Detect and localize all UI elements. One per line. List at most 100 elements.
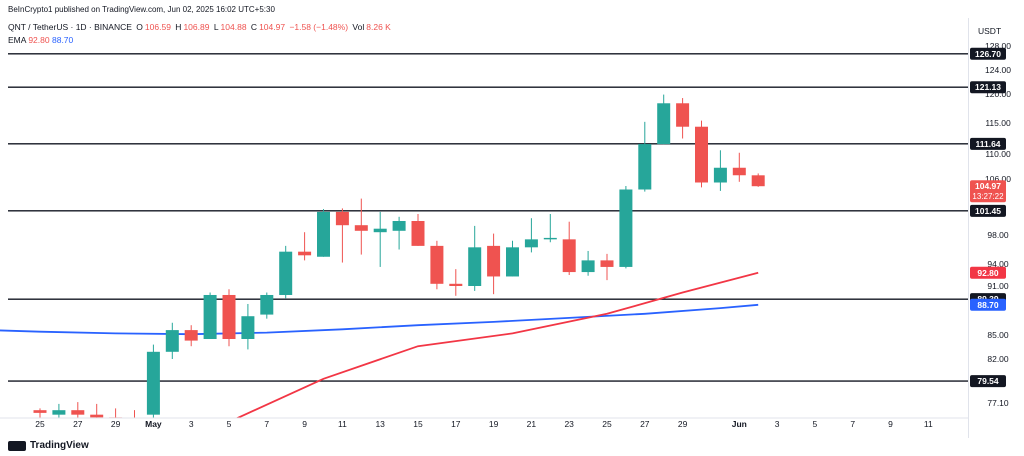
y-tick-label: 110.00 bbox=[985, 149, 1011, 159]
candle-body[interactable] bbox=[430, 245, 444, 284]
low-value: 104.88 bbox=[220, 22, 247, 32]
x-tick-label: 19 bbox=[489, 419, 499, 429]
candle-body[interactable] bbox=[373, 228, 387, 233]
candle-body[interactable] bbox=[638, 144, 652, 190]
x-tick-label: 3 bbox=[775, 419, 780, 429]
y-tick-label: 128.00 bbox=[985, 41, 1011, 51]
volume-value: 8.26 K bbox=[366, 22, 391, 32]
ema-fast-line[interactable] bbox=[135, 271, 759, 456]
ema-legend[interactable]: EMA 92.80 88.70 bbox=[8, 35, 73, 45]
countdown-label: 13:27:22 bbox=[972, 192, 1004, 201]
candle-body[interactable] bbox=[335, 211, 349, 226]
candle-body[interactable] bbox=[506, 247, 519, 277]
currency-label[interactable]: USDT bbox=[978, 26, 1002, 36]
high-value: 106.89 bbox=[183, 22, 210, 32]
y-tick-label: 120.00 bbox=[985, 89, 1011, 99]
x-tick-label: 11 bbox=[338, 419, 347, 429]
x-tick-label: Jun bbox=[732, 419, 747, 429]
candle-body[interactable] bbox=[33, 410, 47, 413]
x-tick-label: 23 bbox=[564, 419, 574, 429]
price-badge[interactable] bbox=[970, 137, 1006, 150]
candle-body[interactable] bbox=[581, 260, 595, 273]
x-tick-label: 15 bbox=[413, 419, 423, 429]
price-badge[interactable] bbox=[970, 204, 1006, 217]
price-badge-label: 92.80 bbox=[977, 268, 999, 278]
price-badge[interactable] bbox=[970, 47, 1006, 60]
candle-body[interactable] bbox=[165, 330, 179, 352]
x-tick-label: 25 bbox=[35, 419, 45, 429]
y-tick-label: 106.00 bbox=[985, 174, 1011, 184]
price-badge[interactable] bbox=[970, 375, 1006, 388]
price-badge-label: 79.54 bbox=[977, 376, 999, 386]
tradingview-icon bbox=[8, 440, 26, 451]
candle-body[interactable] bbox=[468, 247, 482, 286]
ema-fast-value: 92.80 bbox=[28, 35, 50, 45]
price-badge-label: 126.70 bbox=[975, 49, 1001, 59]
y-tick-label: 94.00 bbox=[987, 259, 1009, 269]
x-tick-label: 27 bbox=[73, 419, 83, 429]
price-badge[interactable] bbox=[970, 298, 1006, 311]
y-tick-label: 124.00 bbox=[985, 65, 1011, 75]
tradingview-logo[interactable]: TradingView bbox=[8, 440, 89, 451]
candle-body[interactable] bbox=[128, 419, 141, 422]
candle-body[interactable] bbox=[695, 126, 708, 183]
x-tick-label: 9 bbox=[302, 419, 307, 429]
candle-body[interactable] bbox=[411, 221, 425, 246]
price-badge[interactable] bbox=[970, 266, 1006, 279]
candle-body[interactable] bbox=[732, 167, 746, 176]
candle-body[interactable] bbox=[146, 351, 160, 415]
close-value: 104.97 bbox=[259, 22, 286, 32]
price-badge-label: 111.64 bbox=[975, 139, 1000, 149]
y-tick-label: 98.00 bbox=[987, 230, 1009, 240]
candle-body[interactable] bbox=[184, 330, 198, 341]
x-tick-label: 5 bbox=[227, 419, 232, 429]
ema-label: EMA bbox=[8, 35, 26, 45]
candle-body[interactable] bbox=[543, 237, 557, 240]
candle-body[interactable] bbox=[392, 221, 406, 231]
candle-body[interactable] bbox=[354, 225, 368, 231]
x-tick-label: 7 bbox=[264, 419, 269, 429]
x-tick-label: 29 bbox=[111, 419, 121, 429]
candle-body[interactable] bbox=[298, 251, 312, 256]
x-tick-label: 17 bbox=[451, 419, 461, 429]
open-label: O bbox=[136, 22, 143, 32]
price-badge-label: 104.97 bbox=[975, 181, 1001, 191]
candle-body[interactable] bbox=[241, 316, 255, 339]
candle-body[interactable] bbox=[449, 283, 463, 286]
x-tick-label: 5 bbox=[813, 419, 818, 429]
price-badge[interactable] bbox=[970, 81, 1006, 94]
symbol-label[interactable]: QNT / TetherUS · 1D · BINANCE bbox=[8, 22, 132, 32]
candle-body[interactable] bbox=[52, 410, 66, 415]
candle-body[interactable] bbox=[657, 103, 671, 145]
candle-body[interactable] bbox=[260, 294, 274, 315]
price-badge[interactable] bbox=[970, 180, 1006, 203]
candle-body[interactable] bbox=[222, 294, 236, 339]
x-tick-label: 3 bbox=[189, 419, 194, 429]
candle-body[interactable] bbox=[713, 167, 727, 183]
price-badge-label: 88.70 bbox=[977, 300, 999, 310]
candle-body[interactable] bbox=[279, 251, 293, 295]
volume-label: Vol bbox=[352, 22, 365, 32]
y-tick-label: 85.00 bbox=[987, 330, 1009, 340]
candle-body[interactable] bbox=[619, 189, 633, 267]
candle-body[interactable] bbox=[90, 414, 104, 418]
x-tick-label: 21 bbox=[527, 419, 537, 429]
candle-body[interactable] bbox=[751, 175, 765, 187]
candle-body[interactable] bbox=[676, 103, 690, 127]
ema-slow-line[interactable] bbox=[0, 303, 759, 336]
candle-body[interactable] bbox=[487, 245, 501, 277]
low-label: L bbox=[213, 22, 219, 32]
candle-body[interactable] bbox=[600, 260, 614, 267]
candle-body[interactable] bbox=[203, 294, 217, 339]
publisher-line: BeInCrypto1 published on TradingView.com… bbox=[8, 5, 275, 14]
open-value: 106.59 bbox=[144, 22, 171, 32]
candle-body[interactable] bbox=[524, 239, 538, 248]
candle-body[interactable] bbox=[317, 211, 330, 257]
tradingview-brand: TradingView bbox=[30, 440, 89, 451]
candle-body[interactable] bbox=[71, 410, 85, 415]
close-label: C bbox=[250, 22, 258, 32]
y-tick-label: 77.10 bbox=[987, 398, 1009, 408]
candle-body[interactable] bbox=[562, 239, 576, 273]
